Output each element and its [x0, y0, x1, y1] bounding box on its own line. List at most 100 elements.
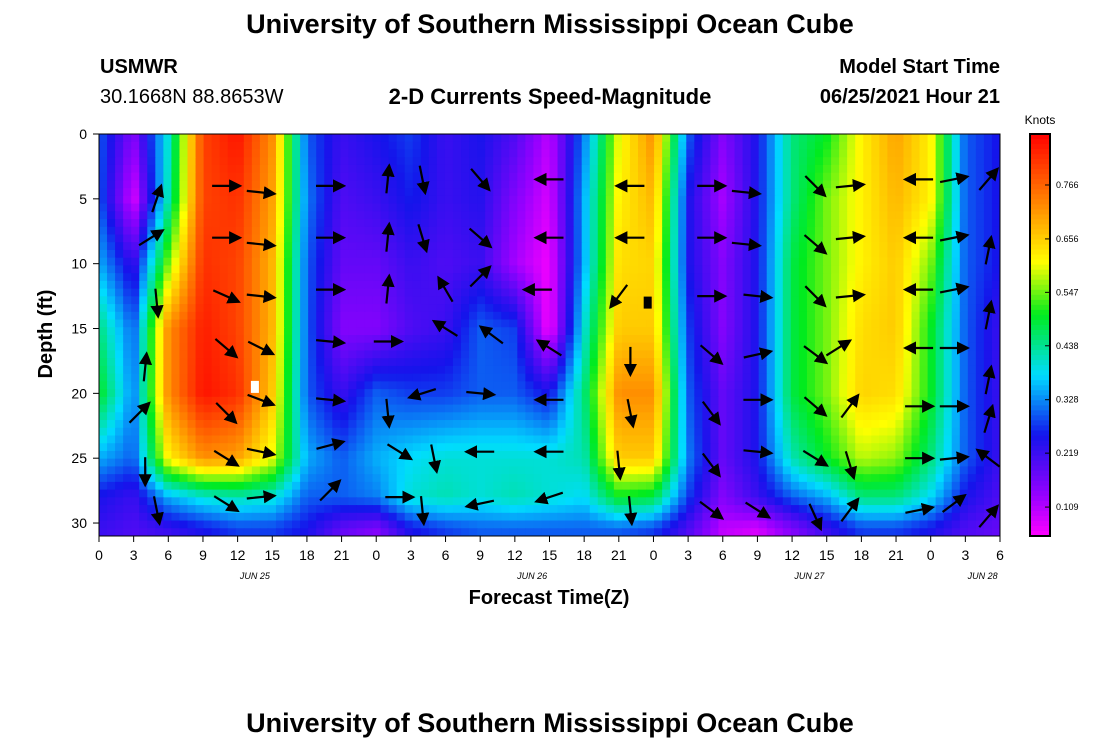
heatmap-cell [308, 304, 317, 313]
heatmap-cell [477, 342, 486, 352]
heatmap-cell [694, 404, 703, 413]
heatmap-cell [847, 435, 856, 444]
heatmap-cell [951, 149, 961, 158]
heatmap-cell [171, 412, 181, 421]
heatmap-cell [758, 311, 768, 321]
heatmap-cell [903, 404, 913, 413]
heatmap-cell [187, 396, 197, 406]
heatmap-cell [605, 273, 615, 282]
heatmap-cell [903, 249, 913, 259]
heatmap-cell [871, 304, 880, 313]
heatmap-cell [187, 157, 197, 166]
heatmap-cell [203, 172, 213, 181]
heatmap-cell [219, 450, 229, 460]
heatmap-cell [605, 257, 615, 267]
heatmap-cell [115, 365, 124, 375]
heatmap-cell [284, 412, 293, 421]
heatmap-cell [227, 288, 237, 297]
heatmap-cell [798, 396, 808, 406]
heatmap-cell [646, 180, 655, 189]
heatmap-cell [501, 327, 510, 336]
heatmap-cell [855, 311, 864, 321]
heatmap-cell [670, 365, 679, 375]
heatmap-cell [831, 373, 840, 382]
heatmap-cell [839, 288, 848, 297]
heatmap-cell [911, 219, 921, 228]
heatmap-cell [959, 226, 969, 236]
heatmap-cell [758, 195, 768, 205]
heatmap-cell [823, 226, 832, 236]
heatmap-cell [702, 149, 711, 158]
heatmap-cell [774, 172, 784, 181]
heatmap-cell [131, 296, 140, 305]
heatmap-cell [557, 365, 567, 375]
heatmap-cell [372, 373, 382, 382]
heatmap-cell [565, 381, 575, 390]
heatmap-cell [806, 443, 816, 452]
heatmap-cell [525, 242, 535, 251]
heatmap-cell [485, 157, 494, 166]
heatmap-cell [275, 466, 285, 475]
heatmap-cell [211, 435, 221, 444]
heatmap-cell [292, 389, 301, 398]
heatmap-cell [718, 134, 728, 143]
heatmap-cell [243, 234, 253, 243]
heatmap-cell [758, 242, 768, 251]
heatmap-cell [340, 242, 349, 251]
heatmap-cell [517, 435, 526, 444]
heatmap-cell [831, 141, 840, 151]
heatmap-cell [324, 188, 333, 197]
heatmap-cell [485, 466, 494, 475]
heatmap-cell [171, 474, 181, 483]
heatmap-cell [477, 141, 486, 151]
heatmap-cell [637, 458, 647, 468]
heatmap-cell [203, 265, 213, 274]
heatmap-cell [839, 420, 848, 429]
heatmap-cell [847, 342, 856, 352]
heatmap-cell [903, 219, 913, 228]
heatmap-cell [654, 443, 663, 452]
heatmap-cell [356, 188, 366, 197]
heatmap-cell [131, 211, 140, 220]
heatmap-cell [823, 211, 832, 220]
heatmap-cell [155, 335, 164, 344]
heatmap-cell [115, 420, 124, 429]
heatmap-cell [308, 443, 317, 452]
heatmap-cell [927, 211, 937, 220]
heatmap-cell [195, 435, 205, 444]
heatmap-cell [123, 149, 132, 158]
heatmap-cell [662, 188, 671, 197]
heatmap-cell [823, 466, 832, 475]
heatmap-cell [951, 335, 961, 344]
heatmap-cell [219, 134, 229, 143]
heatmap-cell [967, 234, 977, 243]
heatmap-cell [493, 350, 502, 359]
heatmap-cell [734, 365, 744, 375]
heatmap-cell [428, 280, 438, 290]
heatmap-cell [452, 342, 462, 352]
heatmap-cell [147, 427, 156, 437]
heatmap-cell [967, 304, 977, 313]
heatmap-cell [959, 358, 969, 367]
heatmap-cell [806, 249, 816, 259]
heatmap-cell [774, 412, 784, 421]
heatmap-cell [790, 242, 800, 251]
heatmap-cell [195, 458, 205, 468]
heatmap-cell [694, 389, 703, 398]
heatmap-cell [123, 396, 132, 406]
heatmap-cell [131, 273, 140, 282]
heatmap-cell [107, 466, 116, 475]
heatmap-cell [629, 195, 639, 205]
heatmap-cell [855, 404, 864, 413]
heatmap-cell [452, 373, 462, 382]
heatmap-cell [798, 381, 808, 390]
heatmap-cell [637, 288, 647, 297]
heatmap-cell [340, 188, 349, 197]
heatmap-cell [485, 420, 494, 429]
heatmap-cell [356, 211, 366, 220]
heatmap-cell [187, 450, 197, 460]
heatmap-cell [975, 327, 985, 336]
heatmap-cell [372, 458, 382, 468]
heatmap-cell [734, 389, 744, 398]
heatmap-cell [99, 180, 108, 189]
